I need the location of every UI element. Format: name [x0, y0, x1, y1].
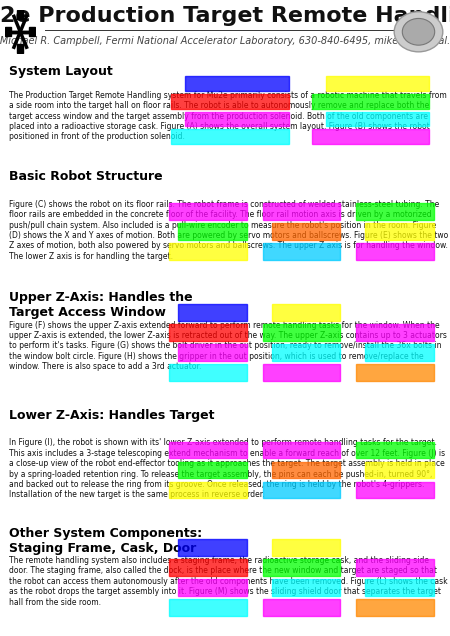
- Bar: [178, 223, 247, 240]
- Bar: [272, 223, 340, 240]
- Text: System Layout: System Layout: [9, 65, 113, 78]
- Text: In Figure (I), the robot is shown with its' lower Z-axis extended to perform rem: In Figure (I), the robot is shown with i…: [9, 438, 445, 499]
- Text: N: N: [356, 619, 363, 628]
- Bar: [17, 10, 23, 19]
- Bar: [356, 324, 434, 341]
- Bar: [356, 599, 434, 616]
- Bar: [365, 579, 434, 596]
- Bar: [171, 129, 289, 144]
- Bar: [263, 441, 340, 459]
- Text: Figure (F) shows the upper Z-axis extended forward to perform remote handling ta: Figure (F) shows the upper Z-axis extend…: [9, 321, 447, 371]
- Bar: [178, 539, 247, 556]
- Bar: [263, 243, 340, 260]
- Bar: [185, 76, 289, 91]
- Bar: [169, 599, 247, 616]
- Bar: [263, 482, 340, 499]
- Bar: [17, 45, 23, 53]
- Text: The remote handling system also includes a staging frame, the radioactive storag: The remote handling system also includes…: [9, 556, 448, 607]
- Bar: [365, 462, 434, 478]
- Bar: [365, 344, 434, 361]
- Text: D: D: [263, 263, 270, 272]
- Text: L: L: [169, 619, 174, 628]
- Bar: [169, 243, 247, 260]
- Bar: [272, 579, 340, 596]
- Bar: [263, 599, 340, 616]
- Bar: [169, 560, 247, 576]
- Text: M: M: [263, 619, 271, 628]
- Text: I: I: [169, 502, 172, 511]
- Bar: [263, 324, 340, 341]
- Text: K: K: [356, 502, 363, 511]
- Text: Figure (C) shows the robot on its floor rails. The robot frame is constructed of: Figure (C) shows the robot on its floor …: [9, 200, 448, 261]
- Bar: [169, 482, 247, 499]
- Bar: [365, 223, 434, 240]
- Text: C: C: [169, 263, 175, 272]
- Bar: [178, 579, 247, 596]
- Bar: [29, 27, 36, 36]
- Bar: [185, 112, 289, 127]
- Bar: [356, 243, 434, 260]
- Text: Basic Robot Structure: Basic Robot Structure: [9, 170, 163, 183]
- Bar: [263, 204, 340, 220]
- Bar: [169, 364, 247, 381]
- Bar: [326, 76, 429, 91]
- Text: E: E: [356, 263, 362, 272]
- Bar: [169, 324, 247, 341]
- Text: Upper Z-Axis: Handles the
Target Access Window: Upper Z-Axis: Handles the Target Access …: [9, 291, 193, 319]
- Bar: [356, 482, 434, 499]
- Bar: [5, 27, 11, 36]
- Text: Lower Z-Axis: Handles Target: Lower Z-Axis: Handles Target: [9, 409, 215, 422]
- Bar: [356, 364, 434, 381]
- Circle shape: [394, 11, 443, 52]
- Text: G: G: [263, 384, 270, 393]
- Bar: [356, 441, 434, 459]
- Bar: [326, 112, 429, 127]
- Bar: [169, 204, 247, 220]
- Text: H: H: [356, 384, 363, 393]
- Bar: [356, 560, 434, 576]
- Text: The Production Target Remote Handling system for Mu2e primarily consists of a ro: The Production Target Remote Handling sy…: [9, 91, 447, 141]
- Text: Other System Components:
Staging Frame, Cask, Door: Other System Components: Staging Frame, …: [9, 527, 202, 555]
- Bar: [272, 539, 340, 556]
- Text: J: J: [263, 502, 266, 511]
- Bar: [178, 304, 247, 321]
- Text: F: F: [169, 384, 175, 393]
- Bar: [263, 560, 340, 576]
- Bar: [272, 304, 340, 321]
- Bar: [312, 94, 429, 109]
- Text: B: B: [312, 146, 318, 155]
- Bar: [356, 204, 434, 220]
- Bar: [169, 441, 247, 459]
- Bar: [272, 344, 340, 361]
- Bar: [178, 462, 247, 478]
- Text: Mu2e Production Target Remote Handling: Mu2e Production Target Remote Handling: [0, 6, 450, 26]
- Bar: [171, 94, 289, 109]
- Text: By: Michael R. Campbell, Fermi National Accelerator Laboratory, 630-840-6495, mi: By: Michael R. Campbell, Fermi National …: [0, 36, 450, 46]
- Circle shape: [402, 18, 435, 45]
- Bar: [263, 364, 340, 381]
- Bar: [312, 129, 429, 144]
- Text: A: A: [171, 146, 178, 155]
- Bar: [272, 462, 340, 478]
- Bar: [178, 344, 247, 361]
